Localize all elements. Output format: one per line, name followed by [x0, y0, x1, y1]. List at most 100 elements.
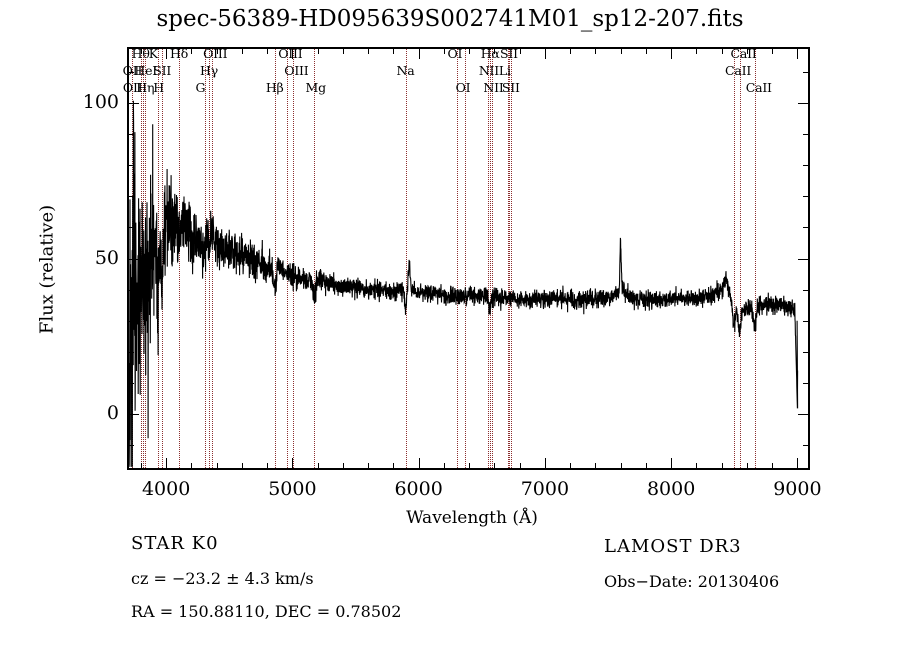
axis-tick — [803, 165, 810, 167]
spectral-line-label: HeI — [134, 63, 158, 78]
axis-tick — [797, 47, 799, 59]
axis-tick — [544, 458, 546, 470]
axis-tick — [317, 463, 319, 470]
axis-tick — [267, 463, 269, 470]
axis-tick — [696, 47, 698, 54]
axis-tick — [418, 47, 420, 59]
axis-tick — [721, 47, 723, 54]
axis-tick — [127, 320, 134, 322]
axis-tick — [469, 463, 471, 470]
spectral-line-label: OIII — [203, 46, 228, 61]
spectral-line-label: Na — [396, 63, 415, 78]
spectral-line-label: SII — [500, 46, 518, 61]
spectral-line-label: OI — [455, 80, 471, 95]
axis-tick — [772, 47, 774, 54]
axis-tick — [494, 47, 496, 54]
axis-tick — [127, 382, 134, 384]
axis-tick — [803, 351, 810, 353]
axis-tick — [570, 47, 572, 54]
line-marker — [488, 47, 489, 470]
plot-area — [127, 47, 810, 470]
axis-tick — [645, 463, 647, 470]
axis-tick — [241, 463, 243, 470]
line-marker — [275, 47, 276, 470]
axis-tick — [292, 47, 294, 59]
axis-tick — [127, 351, 134, 353]
axis-tick — [191, 463, 193, 470]
line-marker — [740, 47, 741, 470]
axis-tick — [393, 47, 395, 54]
spectral-line-label: Hβ — [265, 80, 284, 95]
axis-tick — [797, 458, 799, 470]
x-axis-title: Wavelength (Å) — [406, 508, 538, 528]
spectral-line-label: G — [195, 80, 206, 95]
axis-tick — [317, 47, 319, 54]
y-axis-title: Flux (relative) — [36, 204, 58, 335]
y-tick-label: 50 — [94, 246, 119, 269]
axis-tick — [393, 463, 395, 470]
page-title: spec-56389-HD095639S002741M01_sp12-207.f… — [156, 6, 744, 32]
line-marker — [734, 47, 735, 470]
spectral-line-label: Hη — [136, 80, 155, 95]
coordinates-label: RA = 150.88110, DEC = 0.78502 — [131, 602, 402, 621]
axis-tick — [216, 463, 218, 470]
axis-tick — [241, 47, 243, 54]
spectral-line-label: NII — [483, 80, 504, 95]
axis-tick — [746, 463, 748, 470]
line-marker — [492, 47, 493, 470]
axis-tick — [292, 458, 294, 470]
axis-tick — [368, 47, 370, 54]
spectral-line-label: K — [148, 46, 158, 61]
axis-tick — [191, 47, 193, 54]
axis-tick — [803, 134, 810, 136]
spectral-line-label: SII — [153, 63, 172, 78]
axis-tick — [803, 382, 810, 384]
plot-frame — [127, 47, 810, 470]
axis-tick — [127, 165, 134, 167]
axis-tick — [127, 289, 134, 291]
spectral-line-label: OIII — [278, 46, 303, 61]
y-tick-label: 0 — [106, 402, 119, 424]
axis-tick — [368, 463, 370, 470]
axis-tick — [696, 463, 698, 470]
axis-tick — [798, 102, 810, 104]
spectral-line-label: OII — [122, 80, 143, 95]
axis-tick — [127, 258, 139, 260]
axis-tick — [671, 458, 673, 470]
axis-tick — [798, 414, 810, 415]
axis-tick — [620, 463, 622, 470]
spectral-line-label: OI — [447, 46, 463, 61]
spectral-line-label: CaII — [730, 46, 757, 61]
survey-label: LAMOST DR3 — [604, 536, 742, 557]
axis-tick — [127, 102, 139, 104]
line-marker — [508, 47, 509, 470]
axis-tick — [803, 71, 810, 73]
axis-tick — [216, 47, 218, 54]
axis-tick — [127, 134, 134, 136]
line-marker — [293, 47, 294, 470]
axis-tick — [127, 71, 134, 73]
axis-tick — [494, 463, 496, 470]
spectral-line-label: OII — [122, 63, 143, 78]
axis-tick — [127, 445, 134, 447]
axis-tick — [803, 196, 810, 198]
spectral-line-label: Mg — [305, 80, 326, 95]
axis-tick — [798, 258, 810, 260]
axis-tick — [443, 463, 445, 470]
line-marker — [314, 47, 315, 470]
axis-tick — [570, 463, 572, 470]
axis-tick — [443, 47, 445, 54]
axis-tick — [803, 227, 810, 229]
axis-tick — [620, 47, 622, 54]
spectral-line-label: CaII — [724, 63, 752, 78]
spectral-line-label: Li — [498, 63, 511, 78]
line-marker — [465, 47, 466, 470]
spectral-line-label: CaII — [745, 80, 772, 95]
line-marker — [755, 47, 756, 470]
axis-tick — [803, 445, 810, 447]
axis-tick — [166, 47, 168, 59]
axis-tick — [595, 463, 597, 470]
axis-tick — [127, 196, 134, 198]
spectral-line-label: Hγ — [200, 63, 219, 78]
